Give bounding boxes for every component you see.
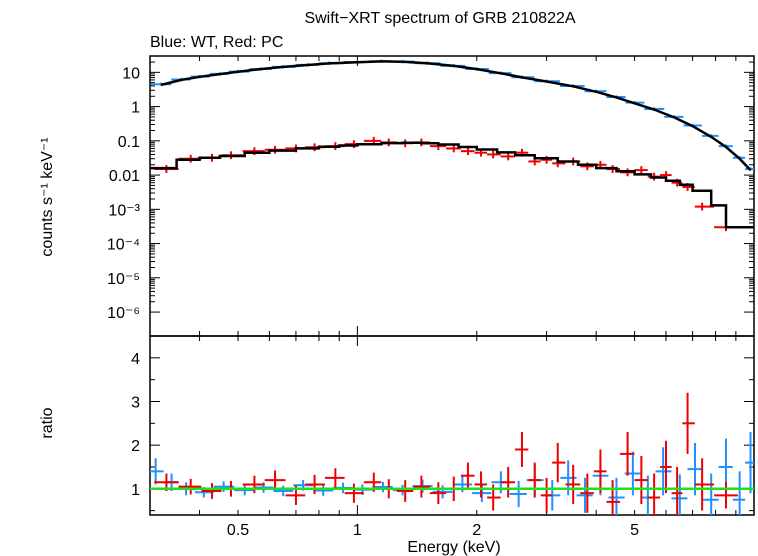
- ytick-label: 10⁻⁴: [107, 237, 140, 254]
- ytick-label: 0.01: [109, 168, 140, 185]
- xlabel: Energy (keV): [407, 539, 500, 556]
- spectrum-frame: [149, 55, 755, 337]
- ratio-frame: [149, 335, 755, 516]
- ytick-label: 10: [122, 65, 140, 82]
- pc-model-step: [150, 141, 754, 229]
- xtick-label: 0.5: [227, 522, 249, 539]
- ytick-label: 0.1: [118, 134, 140, 151]
- xtick-label: 1: [353, 522, 362, 539]
- xtick-label: 5: [630, 522, 639, 539]
- ratio-ytick-label: 2: [131, 438, 140, 455]
- spectrum-panel: 10 1 0.1 0.01 10⁻³ 10⁻⁴ 10⁻⁵ 10⁻⁶: [107, 55, 755, 337]
- ratio-ytick-label: 3: [131, 394, 140, 411]
- ytick-label: 10⁻⁵: [107, 271, 140, 288]
- chart-subtitle: Blue: WT, Red: PC: [150, 34, 283, 51]
- bottom-ylabel: ratio: [39, 407, 56, 438]
- xtick-label: 2: [472, 522, 481, 539]
- ratio-ytick-label: 1: [131, 482, 140, 499]
- ytick-label: 10⁻⁶: [107, 305, 140, 322]
- ytick-label: 1: [131, 100, 140, 117]
- ratio-ytick-label: 4: [131, 351, 140, 368]
- top-ylabel: counts s⁻¹ keV⁻¹: [39, 137, 56, 256]
- chart-title: Swift−XRT spectrum of GRB 210822A: [304, 10, 575, 27]
- wt-model-line: [160, 60, 752, 171]
- ratio-panel: 0.5 1 2 5 1 2 3 4: [131, 335, 755, 539]
- ytick-label: 10⁻³: [108, 202, 140, 219]
